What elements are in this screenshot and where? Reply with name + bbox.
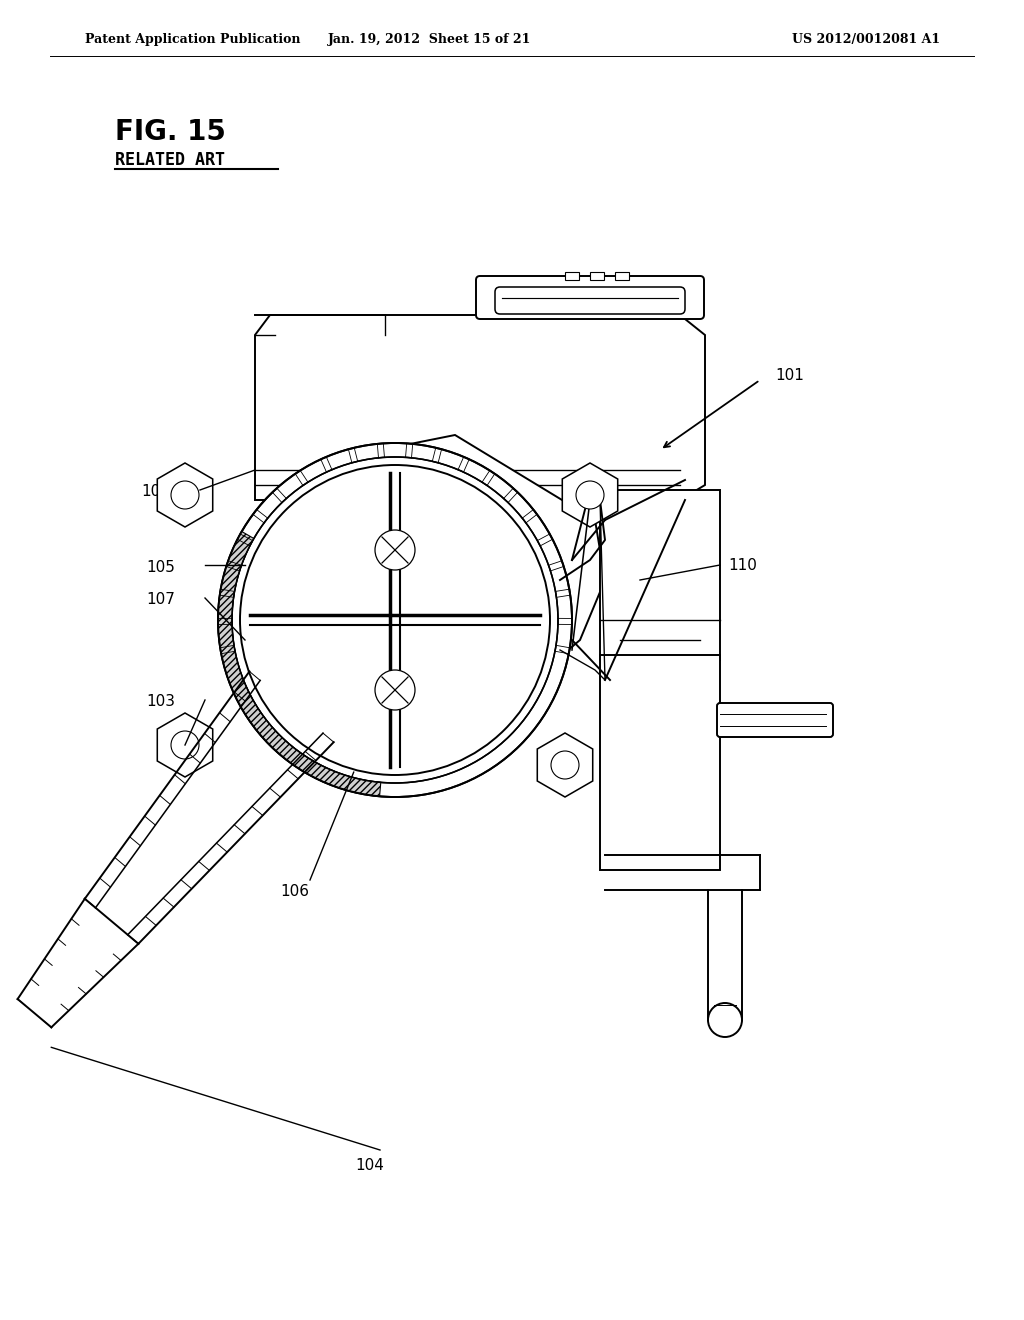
Circle shape bbox=[171, 480, 199, 510]
FancyBboxPatch shape bbox=[717, 704, 833, 737]
Text: 104: 104 bbox=[355, 1158, 384, 1172]
FancyBboxPatch shape bbox=[495, 286, 685, 314]
Bar bbox=[565, 272, 579, 280]
Circle shape bbox=[171, 731, 199, 759]
Text: 107: 107 bbox=[146, 593, 175, 607]
Text: Patent Application Publication: Patent Application Publication bbox=[85, 33, 300, 46]
Text: 102: 102 bbox=[141, 484, 170, 499]
Text: 101: 101 bbox=[775, 367, 804, 383]
Polygon shape bbox=[255, 315, 705, 500]
Circle shape bbox=[551, 751, 579, 779]
Text: 110: 110 bbox=[728, 557, 757, 573]
Text: Jan. 19, 2012  Sheet 15 of 21: Jan. 19, 2012 Sheet 15 of 21 bbox=[329, 33, 531, 46]
Polygon shape bbox=[600, 490, 720, 660]
Text: 103: 103 bbox=[146, 694, 175, 710]
Polygon shape bbox=[230, 436, 605, 780]
Circle shape bbox=[575, 480, 604, 510]
Text: 105: 105 bbox=[146, 560, 175, 574]
Bar bbox=[615, 272, 629, 280]
Text: FIG. 15: FIG. 15 bbox=[115, 117, 226, 147]
Circle shape bbox=[375, 531, 415, 570]
Circle shape bbox=[240, 465, 550, 775]
Wedge shape bbox=[218, 532, 381, 796]
Circle shape bbox=[375, 671, 415, 710]
Circle shape bbox=[708, 1003, 742, 1038]
Text: 106: 106 bbox=[281, 884, 309, 899]
Text: RELATED ART: RELATED ART bbox=[115, 150, 225, 169]
Circle shape bbox=[232, 457, 558, 783]
Polygon shape bbox=[600, 655, 720, 870]
Text: US 2012/0012081 A1: US 2012/0012081 A1 bbox=[792, 33, 940, 46]
FancyBboxPatch shape bbox=[476, 276, 705, 319]
Circle shape bbox=[218, 444, 572, 797]
Bar bbox=[590, 272, 604, 280]
